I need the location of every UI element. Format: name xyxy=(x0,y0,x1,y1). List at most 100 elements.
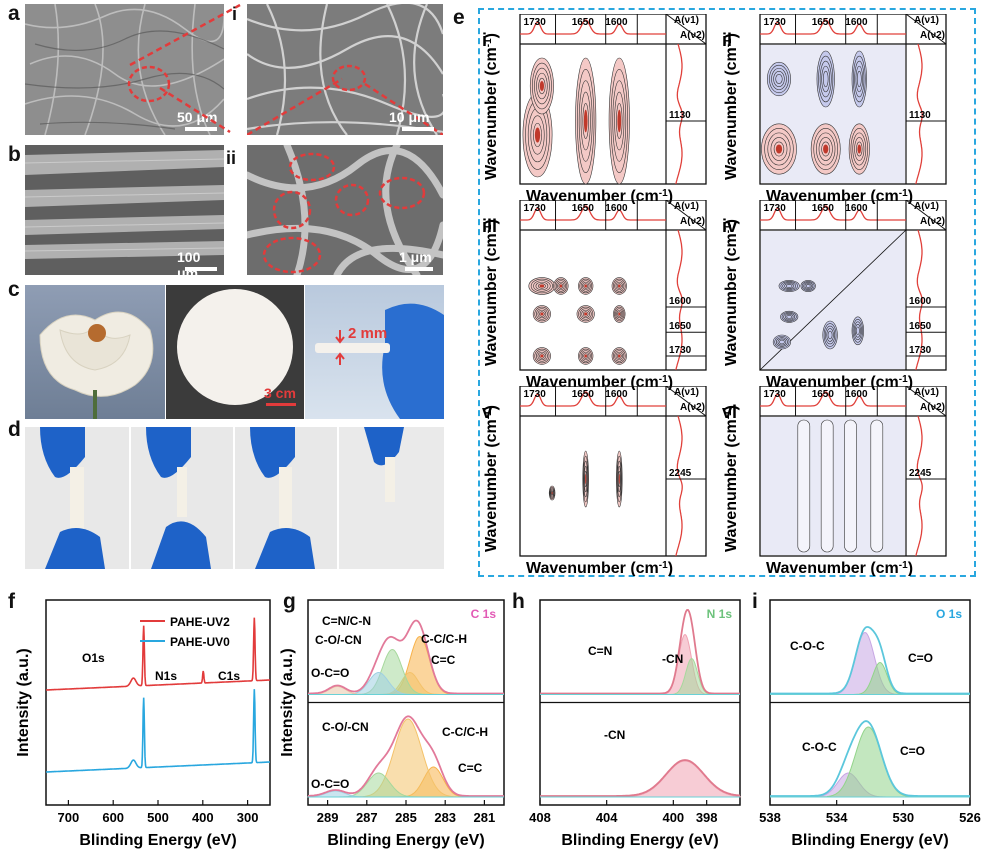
i-top-annotation: C=O xyxy=(908,651,933,665)
cos-top-spectrum xyxy=(520,19,666,35)
cos-top-tick-label: 1730 xyxy=(524,203,547,214)
cos-positive-contour xyxy=(616,283,622,289)
sem-image-b-ii: 1 μm xyxy=(247,145,443,275)
i-bottom-envelope xyxy=(770,720,970,797)
i-top-annotation: C-O-C xyxy=(790,639,825,653)
g-top-annotation: C=N/C-N xyxy=(322,614,371,628)
cos-peak-center xyxy=(540,312,544,316)
g-top-annotation: C-C/C-H xyxy=(421,632,467,646)
cos-negative-contour xyxy=(853,321,862,341)
cos-positive-contour xyxy=(578,80,593,162)
i-x-tick-label: 526 xyxy=(959,810,981,825)
scale-bar-b-ii xyxy=(405,267,433,271)
sem-image-a: 50 μm xyxy=(25,4,224,135)
cos-negative-contour xyxy=(827,330,833,340)
cos-side-tick-label: 1130 xyxy=(669,110,691,121)
cos-negative-contour xyxy=(854,324,861,338)
cos-top-tick-label: 1600 xyxy=(845,389,868,400)
h-x-tick-label: 400 xyxy=(662,810,684,825)
cos-peak-center xyxy=(534,127,541,143)
cos-peak-center xyxy=(539,284,545,288)
cos-positive-contour xyxy=(579,278,592,294)
cos-x-unit-close: ) xyxy=(908,560,913,576)
cos-positive-contour xyxy=(558,283,564,289)
cos-positive-contour xyxy=(530,278,553,294)
cos-positive-contour xyxy=(551,490,554,496)
cos-peak-center xyxy=(618,312,621,316)
photo-disc: 3 cm xyxy=(166,285,304,419)
cos-negative-contour xyxy=(786,284,793,288)
cos-positive-contour xyxy=(617,460,622,498)
photo-stretch-2 xyxy=(131,427,233,569)
cos-frame xyxy=(759,386,947,557)
cos-top-spectrum xyxy=(520,391,666,407)
g-x-tick-label: 287 xyxy=(356,810,378,825)
cos-top-tick-label: 1650 xyxy=(572,203,595,214)
cos-positive-contour xyxy=(581,309,591,319)
g-x-axis-label: Blinding Energy (eV) xyxy=(327,832,484,849)
scale-text-a: 50 μm xyxy=(177,109,218,125)
cos-corner-diag xyxy=(665,200,707,231)
cos-top-tick-label: 1650 xyxy=(572,17,595,28)
cos-corner-label-1: A(ν1) xyxy=(914,201,939,212)
g-bottom-annotation: C=C xyxy=(458,761,483,775)
panel-label-g: g xyxy=(283,590,296,613)
i-bottom-component xyxy=(770,726,970,798)
f-x-tick-label: 700 xyxy=(58,810,80,825)
i-x-tick-label: 538 xyxy=(759,810,781,825)
f-legend-label-uv2: PAHE-UV2 xyxy=(170,615,230,629)
cos-sub-label: ii xyxy=(722,30,732,50)
cos-positive-contour xyxy=(554,278,568,294)
panel-label-f: f xyxy=(8,590,15,613)
cos-positive-contour xyxy=(582,351,590,361)
sub-label-ii: ii xyxy=(226,148,237,168)
cos-positive-contour xyxy=(773,141,785,157)
cos-negative-contour xyxy=(784,313,794,320)
thickness-label: 2 mm xyxy=(348,325,388,342)
cos-side-tick-label: 2245 xyxy=(669,468,692,479)
cos-negative-contour xyxy=(797,419,811,553)
cos-positive-contour xyxy=(533,122,542,148)
cos-positive-contour xyxy=(614,91,625,151)
cos-positive-contour xyxy=(612,348,626,364)
cos-top-tick-label: 1600 xyxy=(605,203,628,214)
h-bottom-component xyxy=(540,760,741,798)
cos-positive-contour xyxy=(818,137,833,161)
cos-top-tick-label: 1600 xyxy=(605,17,628,28)
f-x-tick-label: 300 xyxy=(237,810,259,825)
cos-y-unit-sup: -1 xyxy=(483,410,494,419)
cos-negative-contour xyxy=(819,60,832,98)
panel-e-frame xyxy=(478,8,976,577)
f-legend-label-uv0: PAHE-UV0 xyxy=(170,635,230,649)
h-top-component xyxy=(540,633,740,695)
cos-positive-contour xyxy=(610,69,628,173)
panel-label-e: e xyxy=(453,6,465,29)
cos-negative-contour xyxy=(780,281,798,291)
h-bottom-annotation: -CN xyxy=(604,728,625,742)
cos-y-unit-close: ) xyxy=(723,405,740,410)
cos-negative-contour xyxy=(804,283,812,289)
sub-label-i: i xyxy=(232,4,238,24)
cos-negative-contour xyxy=(781,311,797,322)
photo-flower xyxy=(25,285,165,419)
cos-negative-contour xyxy=(801,281,815,291)
scale-text-b: 100 μm xyxy=(177,249,201,275)
g-top-annotation: C-O/-CN xyxy=(315,633,362,647)
f-x-axis-label: Blinding Energy (eV) xyxy=(79,832,236,849)
cos-frame xyxy=(759,14,947,185)
cos-positive-contour xyxy=(852,132,867,166)
cos-y-axis-label: Wavenumber (cm-1) xyxy=(483,405,501,552)
panel-label-i: i xyxy=(752,590,758,613)
i-top-envelope xyxy=(770,626,970,695)
cos-positive-contour xyxy=(579,348,592,364)
h-x-tick-label: 398 xyxy=(696,810,718,825)
cos-top-tick-label: 1650 xyxy=(812,389,835,400)
cos-x-unit-sup: -1 xyxy=(659,560,668,571)
cos-x-unit-sup: -1 xyxy=(659,374,668,385)
cos-negative-contour xyxy=(851,316,864,346)
cos-positive-contour xyxy=(537,351,547,361)
cos-corner-label-1: A(ν1) xyxy=(914,387,939,398)
cos-positive-contour xyxy=(536,72,548,100)
cos-subplot-vi: 1730 1650 1600 A(ν1) A(ν2) 2245 Wavenumber (cm… xyxy=(722,386,947,576)
cos-peak-center xyxy=(584,284,588,288)
